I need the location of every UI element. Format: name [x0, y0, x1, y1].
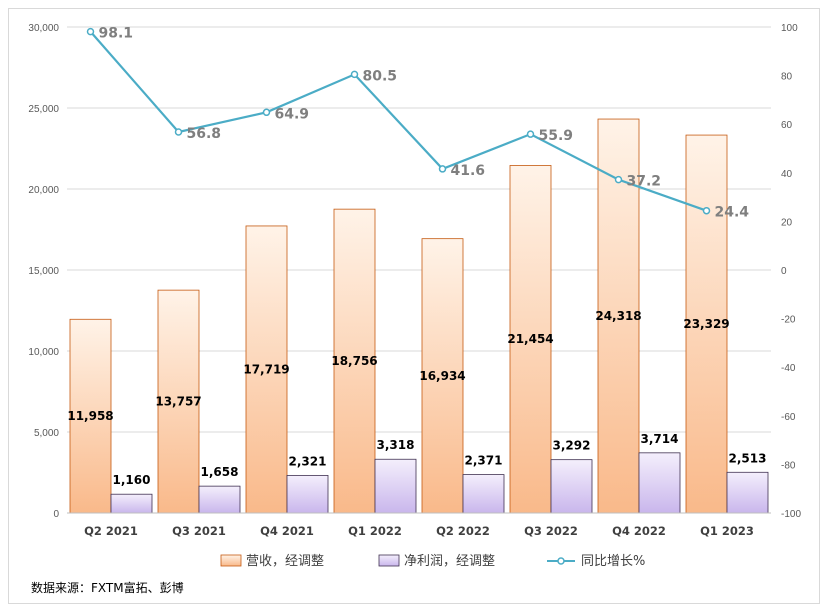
- yoy-label: 64.9: [275, 106, 310, 122]
- net-profit-bar: [286, 474, 329, 514]
- revenue-bar: [421, 238, 464, 514]
- net-profit-bar: [462, 474, 505, 514]
- yoy-label: 37.2: [627, 174, 662, 190]
- right-tick-label: -60: [781, 412, 796, 423]
- net-profit-label: 3,292: [553, 439, 591, 453]
- yoy-point: [350, 70, 359, 79]
- right-tick-label: -40: [781, 363, 796, 374]
- left-tick-label: 25,000: [28, 104, 59, 115]
- chart: 11,958 1,160 13,757 1,658 17,719 2,321 18,756 3…: [28, 23, 801, 569]
- revenue-bars: [69, 118, 728, 514]
- right-tick-label: -100: [781, 509, 801, 520]
- legend-revenue-label: 营收，经调整: [246, 554, 324, 569]
- source-note: 数据来源：FXTM富拓、彭博: [31, 581, 184, 595]
- category-label: Q3 2021: [172, 524, 226, 538]
- legend-yoy-label: 同比增长%: [581, 554, 645, 569]
- yoy-point: [614, 175, 623, 184]
- net-profit-bar: [726, 471, 769, 514]
- category-label: Q4 2021: [260, 524, 314, 538]
- revenue-bar: [157, 289, 200, 514]
- left-tick-label: 20,000: [28, 185, 59, 196]
- category-label: Q4 2022: [612, 524, 666, 538]
- net-profit-bar: [638, 452, 681, 514]
- net-profit-bar: [110, 493, 153, 514]
- category-label: Q2 2022: [436, 524, 490, 538]
- revenue-label: 23,329: [683, 317, 729, 331]
- net-profit-label: 1,160: [113, 473, 151, 487]
- revenue-label: 24,318: [595, 309, 641, 323]
- axes: 0 5,000 10,000 15,000 20,000 25,000 30,000 -100…: [28, 23, 801, 538]
- yoy-point: [86, 27, 95, 36]
- legend-net-profit-swatch: [378, 554, 400, 567]
- revenue-label: 21,454: [507, 332, 553, 346]
- legend-revenue-swatch: [220, 554, 242, 567]
- legend-yoy-marker: [557, 557, 565, 565]
- yoy-line: [86, 27, 711, 215]
- revenue-label: 18,756: [331, 354, 377, 368]
- left-tick-label: 10,000: [28, 347, 59, 358]
- right-tick-label: 40: [781, 169, 793, 180]
- yoy-series-line: [89, 30, 707, 212]
- yoy-label: 56.8: [187, 126, 222, 142]
- net-profit-label: 2,513: [729, 451, 767, 465]
- revenue-bar: [685, 134, 728, 514]
- net-profit-bar: [550, 459, 593, 514]
- yoy-point: [262, 108, 271, 117]
- right-tick-label: 100: [781, 23, 798, 34]
- yoy-label: 80.5: [363, 68, 398, 84]
- net-profit-label: 1,658: [201, 465, 239, 479]
- revenue-bar: [333, 208, 376, 514]
- category-label: Q1 2022: [348, 524, 402, 538]
- net-profit-label: 3,714: [641, 432, 679, 446]
- right-tick-label: 20: [781, 217, 793, 228]
- revenue-label: 17,719: [243, 362, 289, 376]
- revenue-label: 11,958: [67, 409, 113, 423]
- net-profit-label: 2,321: [289, 454, 327, 468]
- yoy-label: 24.4: [715, 205, 750, 221]
- net-profit-bars: [110, 452, 769, 514]
- net-profit-label: 3,318: [377, 438, 415, 452]
- category-label: Q1 2023: [700, 524, 754, 538]
- yoy-point: [702, 206, 711, 215]
- yoy-point: [438, 165, 447, 173]
- left-tick-label: 30,000: [28, 23, 59, 34]
- yoy-label: 98.1: [99, 26, 134, 42]
- data-labels: 11,958 1,160 13,757 1,658 17,719 2,321 18,756 3…: [67, 26, 766, 488]
- right-tick-label: -80: [781, 460, 796, 471]
- yoy-label: 55.9: [539, 128, 574, 144]
- category-label: Q2 2021: [84, 524, 138, 538]
- chart-frame: 11,958 1,160 13,757 1,658 17,719 2,321 18,756 3…: [8, 8, 820, 604]
- legend: 营收，经调整 净利润，经调整 同比增长%: [220, 554, 645, 569]
- right-tick-label: 80: [781, 72, 793, 83]
- net-profit-label: 2,371: [465, 454, 503, 468]
- yoy-point: [526, 130, 535, 138]
- right-tick-label: 0: [781, 266, 787, 277]
- left-tick-label: 0: [53, 509, 59, 520]
- category-label: Q3 2022: [524, 524, 578, 538]
- revenue-label: 16,934: [419, 369, 465, 383]
- revenue-bar: [509, 165, 552, 514]
- net-profit-bar: [198, 485, 241, 514]
- left-tick-label: 15,000: [28, 266, 59, 277]
- yoy-point: [174, 128, 183, 136]
- right-tick-label: -20: [781, 315, 796, 326]
- revenue-label: 13,757: [155, 395, 201, 409]
- yoy-label: 41.6: [451, 163, 486, 179]
- legend-net-profit-label: 净利润，经调整: [404, 554, 495, 569]
- right-tick-label: 60: [781, 120, 793, 131]
- net-profit-bar: [374, 458, 417, 514]
- left-tick-label: 5,000: [34, 428, 59, 439]
- revenue-bar: [245, 225, 288, 514]
